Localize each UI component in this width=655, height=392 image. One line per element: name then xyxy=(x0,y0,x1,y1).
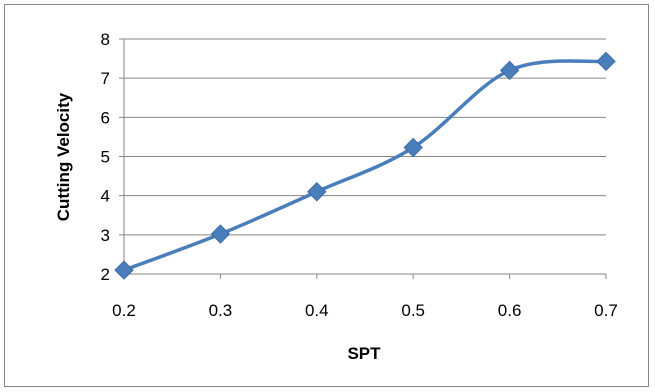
y-axis-title: Cutting Velocity xyxy=(54,92,73,221)
data-point-marker xyxy=(596,51,616,72)
y-tick-label: 4 xyxy=(101,187,110,206)
series-line-0 xyxy=(123,59,607,272)
y-tick-label: 5 xyxy=(101,148,110,167)
gridlines xyxy=(124,38,606,236)
tick-labels: 2 3 4 5 6 7 8 0.2 0.3 0.4 0.5 0.6 0.7 xyxy=(101,30,618,320)
series-layer xyxy=(114,51,616,280)
data-point-marker xyxy=(403,137,423,158)
y-tick-label: 8 xyxy=(101,30,110,49)
data-point-marker xyxy=(307,182,327,202)
y-tick-label: 2 xyxy=(101,265,110,284)
x-tick-label: 0.5 xyxy=(401,301,425,320)
data-point-marker xyxy=(114,260,134,280)
x-tick-label: 0.7 xyxy=(594,301,618,320)
y-tick-label: 3 xyxy=(101,226,110,245)
x-tick-label: 0.3 xyxy=(209,301,233,320)
x-tick-label: 0.6 xyxy=(498,301,522,320)
data-point-marker xyxy=(210,224,231,244)
x-axis-title: SPT xyxy=(347,344,381,363)
axes xyxy=(119,38,607,279)
x-tick-label: 0.4 xyxy=(305,301,329,320)
y-tick-label: 7 xyxy=(101,69,110,88)
x-tick-label: 0.2 xyxy=(112,301,136,320)
data-point-marker xyxy=(499,60,520,81)
y-tick-label: 6 xyxy=(101,108,110,127)
